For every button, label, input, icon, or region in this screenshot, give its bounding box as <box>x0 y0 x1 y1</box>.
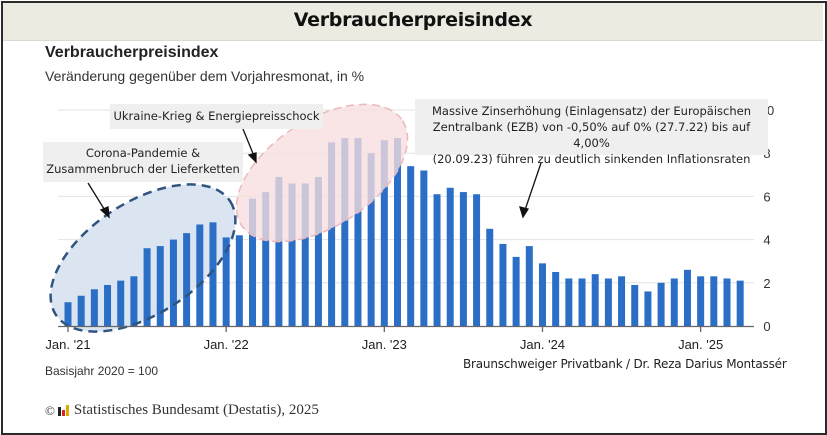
corona-highlight-outline <box>49 183 237 333</box>
copyright-icon: © <box>45 402 55 418</box>
bar <box>314 176 322 326</box>
bar <box>670 278 678 326</box>
source-text: Statistisches Bundesamt (Destatis), 2025 <box>73 402 319 418</box>
corona-arrowhead <box>99 206 110 219</box>
bar <box>288 183 296 326</box>
bar <box>446 187 454 326</box>
y-tick-label: 6 <box>763 189 770 204</box>
bar <box>512 256 520 326</box>
bars <box>64 138 744 326</box>
bar <box>631 284 639 326</box>
bar <box>130 276 138 326</box>
annotation-ezb: Massive Zinserhöhung (Einlagensatz) der … <box>415 99 768 166</box>
bar <box>723 278 731 326</box>
annotation-corona: Corona-Pandemie & Zusammenbruch der Lief… <box>43 142 243 182</box>
bar <box>380 140 388 326</box>
base-year-note: Basisjahr 2020 = 100 <box>45 364 159 378</box>
bar <box>591 274 599 326</box>
bar <box>433 194 441 326</box>
annotation-corona-line: Corona-Pandemie & <box>85 146 201 160</box>
x-tick-label: Jan. '23 <box>362 337 407 352</box>
bar <box>117 280 125 326</box>
bar <box>183 233 191 326</box>
bar <box>169 239 177 326</box>
bar <box>249 198 257 326</box>
annotation-ukraine-line: Ukraine-Krieg & Energiepreisschock <box>113 109 320 123</box>
bar <box>552 272 560 326</box>
annotation-ezb-line: Massive Zinserhöhung (Einlagensatz) der … <box>432 104 751 118</box>
bar <box>104 284 112 326</box>
bar <box>710 276 718 326</box>
x-tick-label: Jan. '21 <box>45 337 90 352</box>
header-title: Verbraucherpreisindex <box>293 9 533 31</box>
bar <box>657 282 665 326</box>
bar <box>459 192 467 326</box>
bar <box>367 153 375 326</box>
y-tick-label: 4 <box>763 233 770 248</box>
bar <box>499 243 507 326</box>
bar <box>578 278 586 326</box>
x-tick-label: Jan. '22 <box>204 337 249 352</box>
bar <box>486 228 494 326</box>
annotation-arrows <box>87 128 542 219</box>
source-line: © Statistisches Bundesamt (Destatis), 20… <box>45 402 319 419</box>
bar <box>604 278 612 326</box>
ezb-arrow <box>524 162 542 211</box>
bar <box>644 291 652 326</box>
x-tick-label: Jan. '25 <box>678 337 723 352</box>
bar <box>235 235 243 326</box>
bar <box>341 138 349 326</box>
ukraine-arrow <box>242 128 255 157</box>
destatis-logo-icon <box>57 405 69 416</box>
bar <box>301 183 309 326</box>
bar <box>77 295 85 326</box>
bar <box>196 224 204 326</box>
bar <box>736 280 744 326</box>
bar <box>354 138 362 326</box>
y-tick-label: 2 <box>763 276 770 291</box>
bar <box>222 237 230 326</box>
annotation-corona-line: Zusammenbruch der Lieferketten <box>46 162 240 176</box>
bar <box>618 276 626 326</box>
bar <box>473 194 481 326</box>
chart-title: Verbraucherpreisindex <box>45 44 219 61</box>
corona-arrow <box>87 182 107 213</box>
annotation-ezb-line: (20.09.23) führen zu deutlich sinkenden … <box>432 152 751 166</box>
ukraine-arrowhead <box>247 152 257 164</box>
bar <box>262 192 270 326</box>
bar <box>420 170 428 326</box>
chart-subtitle: Veränderung gegenüber dem Vorjahresmonat… <box>45 68 365 84</box>
bar <box>328 142 336 326</box>
bar <box>525 246 533 326</box>
bar <box>565 278 573 326</box>
y-tick-label: 0 <box>763 319 770 334</box>
author-credit: Braunschweiger Privatbank / Dr. Reza Dar… <box>463 357 787 371</box>
x-axis <box>58 325 754 332</box>
bar <box>697 276 705 326</box>
x-axis-labels: Jan. '21 Jan. '22 Jan. '23 Jan. '24 Jan. '25 <box>45 337 723 352</box>
annotation-ukraine: Ukraine-Krieg & Energiepreisschock <box>110 104 323 129</box>
ezb-arrowhead <box>519 206 530 219</box>
x-tick-label: Jan. '24 <box>520 337 565 352</box>
bar <box>275 176 283 326</box>
bar <box>209 222 217 326</box>
bar <box>538 263 546 326</box>
annotation-ezb-line: Zentralbank (EZB) von -0,50% auf 0% (27.… <box>432 120 751 150</box>
bar <box>407 166 415 326</box>
header-bar: Verbraucherpreisindex <box>3 3 823 41</box>
bar <box>394 138 401 326</box>
bar <box>90 289 98 326</box>
bar <box>64 302 72 326</box>
bar <box>143 248 151 326</box>
bar <box>156 246 164 326</box>
bar <box>683 269 691 326</box>
